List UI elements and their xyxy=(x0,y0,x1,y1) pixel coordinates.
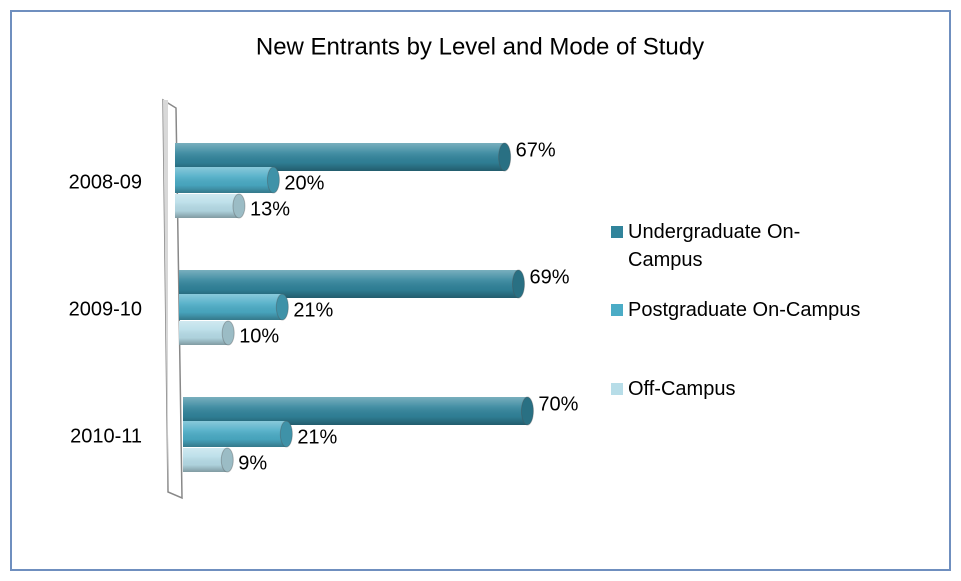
chart-title: New Entrants by Level and Mode of Study xyxy=(256,33,704,60)
bar-cap-shade xyxy=(512,270,525,298)
legend-swatch xyxy=(611,304,623,316)
legend-swatch xyxy=(611,383,623,395)
bar-cap-shade xyxy=(221,448,234,472)
bar-cap xyxy=(520,396,534,426)
data-label: 20% xyxy=(284,172,324,194)
y-tick-label: 2009-10 xyxy=(69,298,142,320)
data-label: 9% xyxy=(238,452,267,474)
data-label: 21% xyxy=(293,299,333,321)
bar-cap xyxy=(279,420,293,448)
bar-cap-shade xyxy=(521,397,534,425)
bar-cap xyxy=(232,193,246,219)
legend-swatch xyxy=(611,226,623,238)
bar-cap xyxy=(275,293,289,321)
bar-cap xyxy=(498,142,512,172)
bar-cap-shade xyxy=(498,143,511,171)
bar-shine xyxy=(175,143,505,171)
data-label: 21% xyxy=(297,426,337,448)
legend-label: Undergraduate On-Campus xyxy=(628,221,801,271)
bar-shine xyxy=(175,167,274,193)
bar-shine xyxy=(179,321,229,345)
bar-cap xyxy=(511,269,525,299)
legend-item: Undergraduate On-Campus xyxy=(611,218,901,274)
data-label: 67% xyxy=(516,139,556,161)
bar-cap-shade xyxy=(267,167,280,193)
legend-item: Postgraduate On-Campus xyxy=(611,296,901,324)
data-label: 13% xyxy=(250,198,290,220)
bar-shine xyxy=(183,448,228,472)
data-label: 70% xyxy=(538,393,578,415)
data-label: 10% xyxy=(239,325,279,347)
bar-cap xyxy=(221,320,235,346)
legend-label: Off-Campus xyxy=(628,378,736,400)
bar-shine xyxy=(179,270,519,298)
bar-shine xyxy=(175,194,239,218)
bar-shine xyxy=(179,294,283,320)
y-tick-label: 2010-11 xyxy=(70,425,142,447)
bar-shine xyxy=(183,397,528,425)
legend-label: Postgraduate On-Campus xyxy=(628,299,861,321)
data-label: 69% xyxy=(529,266,569,288)
legend-item: Off-Campus xyxy=(611,375,901,403)
bar-shine xyxy=(183,421,287,447)
bar-cap-shade xyxy=(276,294,289,320)
bar-cap-shade xyxy=(232,194,245,218)
bar-cap xyxy=(220,447,234,473)
bar-cap-shade xyxy=(222,321,235,345)
wall-shade xyxy=(163,100,168,492)
y-tick-label: 2008-09 xyxy=(69,171,142,193)
bar-cap-shade xyxy=(280,421,293,447)
bar-cap xyxy=(266,166,280,194)
